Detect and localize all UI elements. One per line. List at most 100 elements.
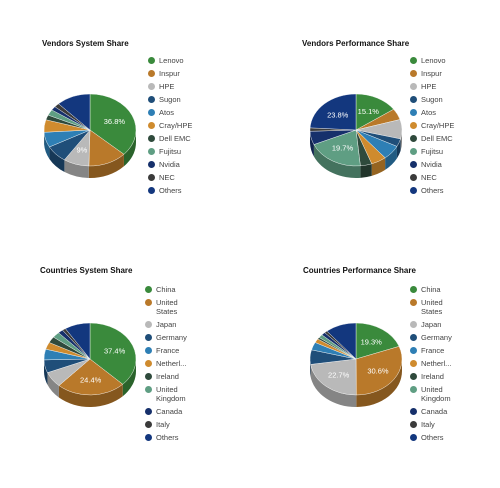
pie-data-label: 15.1% <box>358 107 380 116</box>
legend-item: Italy <box>145 420 196 429</box>
legend-item: Germany <box>410 333 461 342</box>
legend-item: Nvidia <box>148 160 199 169</box>
legend-item: Inspur <box>410 69 461 78</box>
legend-swatch <box>148 57 155 64</box>
legend-swatch <box>145 434 152 441</box>
legend-item: United States <box>145 298 196 316</box>
pie-side <box>310 359 402 407</box>
legend-swatch <box>148 109 155 116</box>
legend-label: Ireland <box>421 372 444 381</box>
pie-side-2 <box>47 372 59 398</box>
legend-item: Dell EMC <box>410 134 461 143</box>
legend-swatch <box>145 321 152 328</box>
legend-label: Others <box>159 186 182 195</box>
legend-item: Sugon <box>148 95 199 104</box>
legend-item: Fujitsu <box>148 147 199 156</box>
legend-swatch <box>148 174 155 181</box>
legend-item: Others <box>410 433 461 442</box>
legend-label: Fujitsu <box>159 147 182 156</box>
legend-swatch <box>410 122 417 129</box>
pie-side-3 <box>310 359 311 377</box>
pie-side-1 <box>356 359 402 407</box>
pie-chart: 36.8% 9% <box>43 93 137 178</box>
legend-swatch <box>410 135 417 142</box>
legend-swatch <box>148 161 155 168</box>
pie-side-7 <box>313 144 361 178</box>
legend-swatch <box>148 135 155 142</box>
legend-label: Atos <box>421 108 437 117</box>
legend-swatch <box>410 96 417 103</box>
legend-item: Canada <box>410 407 461 416</box>
pie-slice-others <box>65 322 91 360</box>
legend-label: Germany <box>421 333 452 342</box>
legend-item: Lenovo <box>410 56 461 65</box>
legend-item: Ireland <box>145 372 196 381</box>
legend-item: Dell EMC <box>148 134 199 143</box>
legend-label: NEC <box>421 173 437 182</box>
legend-item: Inspur <box>148 69 199 78</box>
legend-label: Netherl... <box>156 359 187 368</box>
pie-side <box>310 130 402 178</box>
pie-data-label: 30.6% <box>367 366 389 375</box>
legend-label: United States <box>156 298 178 316</box>
legend-swatch <box>145 421 152 428</box>
pie-slice-united-states <box>58 358 124 396</box>
pie-side-5 <box>371 157 386 176</box>
legend-swatch <box>410 321 417 328</box>
legend-swatch <box>145 286 152 293</box>
chart-legend: China United States Japan Germany France Neth… <box>145 285 196 446</box>
legend-item: Others <box>148 186 199 195</box>
legend-label: Inspur <box>421 69 442 78</box>
pie-slice-fujitsu <box>313 129 361 167</box>
chart-panel-countries-performance: Countries Performance Share 19.3% 30.6% 22… <box>250 244 500 488</box>
legend-label: Ireland <box>156 372 179 381</box>
legend-item: United Kingdom <box>410 385 461 403</box>
legend-swatch <box>410 83 417 90</box>
pie-side-4 <box>385 146 397 170</box>
legend-label: Germany <box>156 333 187 342</box>
legend-swatch <box>145 408 152 415</box>
pie-slice-others <box>58 93 91 131</box>
chart-panel-countries-system: Countries System Share 37.4% 24.4% China U… <box>0 244 250 488</box>
legend-swatch <box>145 373 152 380</box>
pie-slice-others <box>326 322 357 360</box>
legend-label: China <box>421 285 441 294</box>
legend-item: Japan <box>145 320 196 329</box>
chart-legend: China United States Japan Germany France Neth… <box>410 285 461 446</box>
legend-swatch <box>410 360 417 367</box>
legend-swatch <box>148 148 155 155</box>
pie-slice-china <box>89 322 137 385</box>
pie-chart: 37.4% 24.4% <box>43 322 137 407</box>
legend-label: United Kingdom <box>421 385 451 403</box>
legend-item: United Kingdom <box>145 385 196 403</box>
legend-swatch <box>148 70 155 77</box>
chart-title: Countries Performance Share <box>303 266 416 275</box>
legend-item: China <box>410 285 461 294</box>
legend-swatch <box>410 386 417 393</box>
chart-panel-vendors-system: Vendors System Share 36.8% 9% Lenovo Inspu… <box>0 0 250 244</box>
legend-item: NEC <box>410 173 461 182</box>
legend-item: Netherl... <box>145 359 196 368</box>
legend-label: Fujitsu <box>421 147 444 156</box>
pie-slice-japan <box>310 358 357 396</box>
pie-slice-united-states <box>355 346 403 396</box>
pie-data-label: 19.7% <box>332 144 354 153</box>
legend-label: France <box>156 346 180 355</box>
legend-item: Cray/HPE <box>410 121 461 130</box>
pie-slice-china <box>355 322 400 360</box>
legend-item: Italy <box>410 420 461 429</box>
legend-label: Lenovo <box>421 56 446 65</box>
legend-label: Italy <box>421 420 435 429</box>
legend-label: Nvidia <box>159 160 180 169</box>
legend-label: Dell EMC <box>159 134 191 143</box>
legend-label: United Kingdom <box>156 385 186 403</box>
chart-title: Vendors System Share <box>42 39 129 48</box>
chart-legend: Lenovo Inspur HPE Sugon Atos Cray/HPE Dell EMC… <box>410 56 461 199</box>
legend-label: France <box>421 346 445 355</box>
pie-data-label: 9% <box>76 145 87 154</box>
legend-swatch <box>410 70 417 77</box>
pie-side-2 <box>64 159 89 178</box>
pie-side-3 <box>49 146 65 172</box>
legend-item: Nvidia <box>410 160 461 169</box>
pie-data-label: 24.4% <box>80 375 102 384</box>
